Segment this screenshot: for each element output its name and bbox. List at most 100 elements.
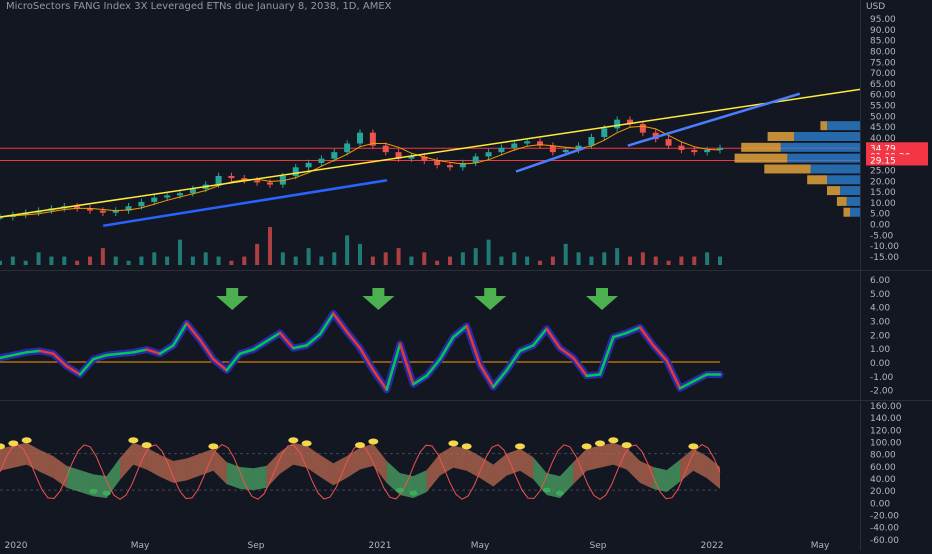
volume-profile-bar-up [840,186,860,196]
volume-bar [242,256,247,265]
momentum-peak-dot [128,437,139,444]
candle-body [228,175,235,179]
candle-body [344,143,351,153]
osc-segment [0,353,15,360]
osc-segment [465,324,482,367]
candle-body [601,128,608,137]
candle-body [164,195,171,198]
price-tick-label: 85.00 [870,37,896,47]
volume-bar [113,256,118,265]
price-tick-label: 60.00 [870,91,896,101]
candle-body [267,182,273,185]
price-label-text: 34.79 [870,144,896,154]
candle-body [241,178,248,181]
price-tick-label: 25.00 [870,166,896,176]
osc-segment [492,369,508,389]
price-tick-label: -10.00 [870,242,899,252]
x-axis-label: 2022 [701,541,724,550]
momentum-trough-dot [542,487,551,493]
momentum-peak-dot [301,440,312,447]
candle-body [279,175,286,185]
volume-profile-bar-up [827,121,860,131]
volume-bar [486,239,491,265]
price-tick-label: 90.00 [870,26,896,36]
price-tick-label: 45.00 [870,123,896,133]
momentum-fill-segment [613,442,627,470]
momentum-peak-dot [621,442,632,449]
x-axis-label: May [811,541,830,550]
momentum-fill-segment [146,447,160,477]
trendline-projection [627,92,801,147]
price-tick-label: 15.00 [870,188,896,198]
momentum-fill-segment [680,448,694,482]
volume-bar [190,256,195,265]
osc-segment [225,352,242,372]
momentum-fill-segment [266,451,280,488]
volume-profile-bar-up [827,175,860,185]
volume-bar [216,256,221,265]
price-axis-divider [860,0,861,550]
osc-segment [532,327,548,347]
momentum-tick-label: 160.00 [870,402,902,412]
candle-body [498,147,505,153]
candle-body [562,149,569,153]
momentum-fill-segment [706,456,720,489]
down-arrow-stem [226,288,239,297]
candle-body [639,124,646,133]
osc-segment [572,356,588,378]
volume-bar [473,248,478,265]
candle-body [678,145,685,150]
candle-body [305,162,312,168]
price-tick-label: 70.00 [870,69,896,79]
candle-body [318,158,325,163]
momentum-tick-label: 0.00 [870,499,890,509]
candle-body [627,119,633,125]
price-tick-label: 20.00 [870,177,896,187]
price-tick-label: 55.00 [870,102,896,112]
volume-bar [23,260,28,265]
volume-bar [152,252,157,265]
momentum-tick-label: 120.00 [870,426,902,436]
osc-segment [692,373,708,383]
candle-body [704,149,711,153]
momentum-peak-dot [461,443,472,450]
momentum-fill-segment [373,443,387,483]
momentum-trough-dot [102,490,111,496]
volume-bar [589,256,594,265]
trendline-channel [515,146,586,173]
candle-body [652,132,659,140]
volume-bar [0,260,2,265]
volume-bar [139,256,144,265]
down-arrow-marker [362,296,395,310]
volume-bar [409,256,414,265]
volume-bar [10,256,15,265]
x-axis-label: Sep [248,541,265,550]
momentum-trough-dot [396,487,404,493]
momentum-trough-dot [409,490,418,496]
momentum-fill-segment [440,445,454,476]
momentum-tick-label: 80.00 [870,451,896,461]
momentum-fill-segment [600,442,614,468]
candle-body [99,210,106,213]
osc-segment [678,380,695,390]
momentum-fill-segment [346,447,360,478]
down-arrow-stem [484,288,497,297]
candle-body [447,165,453,168]
volume-profile-bar-up [780,142,860,152]
osc-segment [65,364,82,376]
price-label-box [866,154,928,166]
osc-segment [665,359,682,390]
momentum-fill-segment [26,442,40,472]
candle-body [357,132,363,144]
osc-segment [625,326,642,335]
momentum-tick-label: 140.00 [870,414,902,424]
volume-bar [332,252,337,265]
volume-bar [653,256,658,265]
osc-segment [505,349,522,372]
momentum-tick-label: 20.00 [870,487,896,497]
volume-bar [345,235,350,265]
momentum-tick-label: -20.00 [870,511,899,521]
osc-segment [212,357,228,372]
price-tick-label: 40.00 [870,134,896,144]
candle-body [575,145,582,150]
